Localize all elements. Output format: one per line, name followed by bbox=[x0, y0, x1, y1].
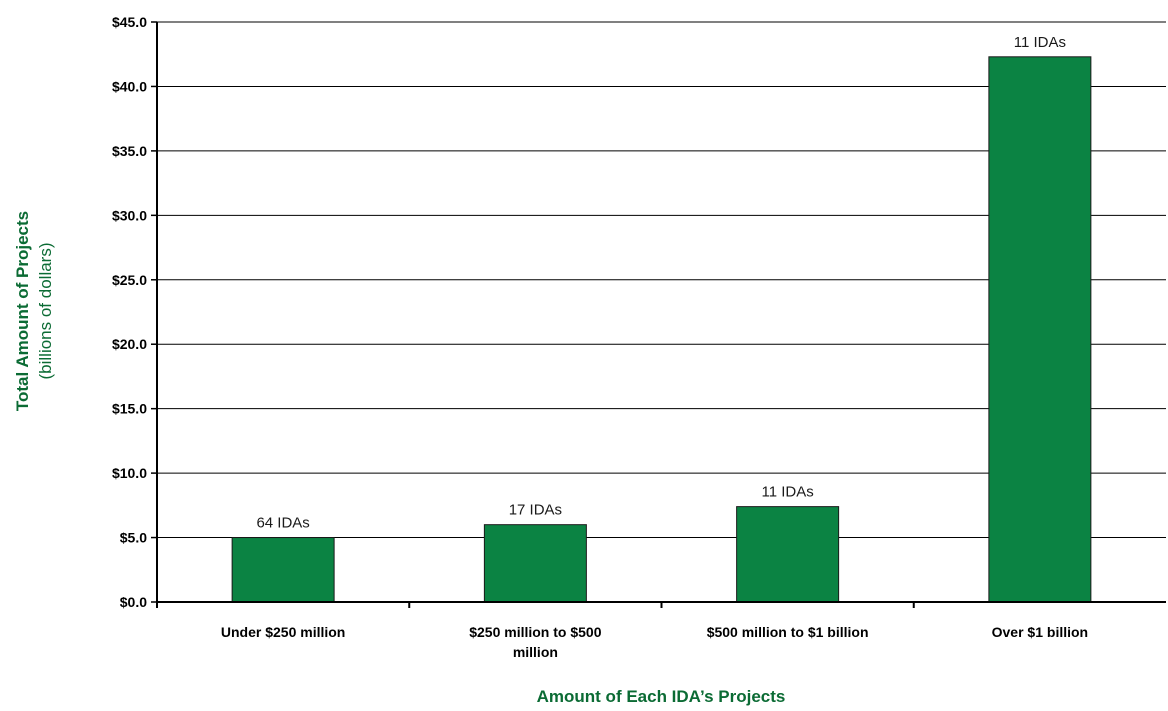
y-tick-label: $0.0 bbox=[120, 594, 147, 610]
x-category-label: Under $250 million bbox=[221, 624, 345, 640]
x-category-label: $250 million to $500 million bbox=[469, 624, 601, 660]
data-label: 17 IDAs bbox=[509, 502, 562, 519]
y-tick-label: $15.0 bbox=[112, 401, 147, 417]
y-axis-title-group: Total Amount of Projects bbox=[13, 211, 32, 411]
y-tick-label: $10.0 bbox=[112, 465, 147, 481]
data-label: 11 IDAs bbox=[762, 484, 814, 501]
gridlines bbox=[157, 21, 1166, 539]
bars bbox=[231, 56, 1092, 603]
y-tick-label: $25.0 bbox=[112, 272, 147, 288]
y-tick-label: $45.0 bbox=[112, 14, 147, 30]
data-label-bg bbox=[753, 481, 823, 502]
data-label: 11 IDAs bbox=[1014, 34, 1066, 51]
bar bbox=[231, 537, 335, 603]
y-tick-label: $30.0 bbox=[112, 207, 147, 223]
axes bbox=[151, 21, 1166, 608]
bar bbox=[483, 524, 587, 603]
bar bbox=[736, 506, 840, 603]
y-axis-subtitle: (billions of dollars) bbox=[36, 243, 55, 380]
bar bbox=[988, 56, 1092, 603]
y-tick-label: $35.0 bbox=[112, 143, 147, 159]
data-label-bg bbox=[1005, 31, 1075, 52]
data-labels: 64 IDAs 17 IDAs 11 IDAs 11 IDAs bbox=[248, 31, 1075, 533]
x-axis-title: Amount of Each IDA’s Projects bbox=[537, 687, 786, 706]
y-axis-subtitle-group: (billions of dollars) bbox=[36, 243, 55, 380]
x-category-label: Over $1 billion bbox=[992, 624, 1088, 640]
x-category-labels: Under $250 million $250 million to $500 mi… bbox=[221, 624, 1088, 660]
data-label-bg bbox=[500, 499, 570, 520]
y-tick-labels: $0.0 $5.0 $10.0 $15.0 $20.0 $25.0 $30.0 $35.0 $4… bbox=[112, 14, 147, 610]
data-label-bg bbox=[248, 512, 318, 533]
y-tick-label: $5.0 bbox=[120, 530, 147, 546]
data-label: 64 IDAs bbox=[256, 515, 309, 532]
y-tick-label: $20.0 bbox=[112, 336, 147, 352]
x-category-label: $500 million to $1 billion bbox=[707, 624, 869, 640]
y-axis-title: Total Amount of Projects bbox=[13, 211, 32, 411]
y-tick-label: $40.0 bbox=[112, 78, 147, 94]
